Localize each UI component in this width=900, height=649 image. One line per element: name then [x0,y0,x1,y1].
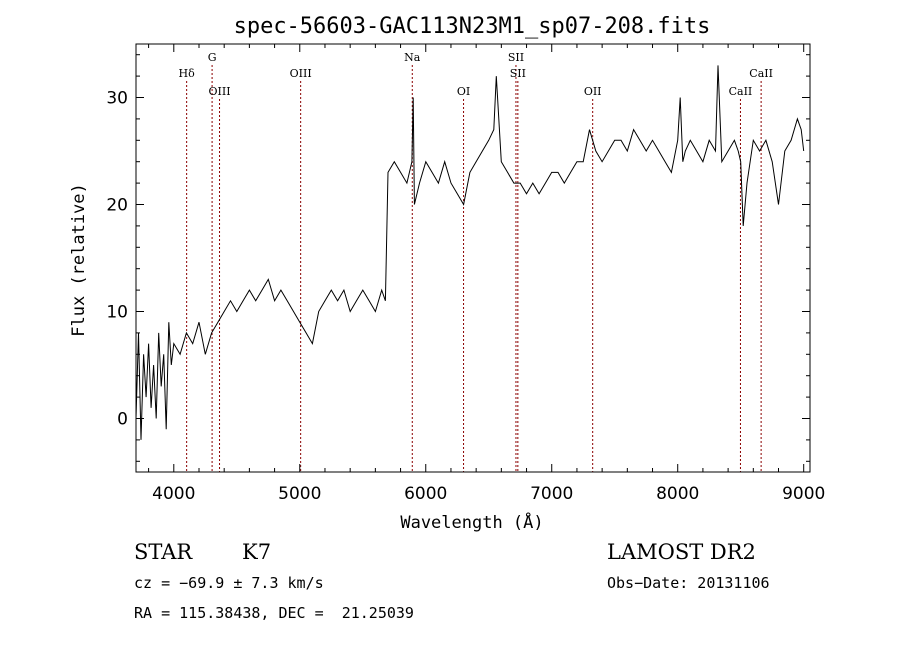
spectrum-line [135,65,805,440]
line-marker-label: OIII [290,67,312,80]
line-marker-label: CaII [749,67,773,80]
x-tick-label: 4000 [152,484,195,504]
line-marker-label: G [208,51,217,64]
plot-area: 4000 5000 6000 7000 8000 9000 0 10 20 30 [106,43,825,504]
line-marker-label: OIII [208,85,230,98]
y-axis-label: Flux (relative) [69,183,89,337]
line-marker-label: SII [508,51,524,64]
line-marker-label: OII [584,85,602,98]
x-tick-label: 7000 [530,484,573,504]
line-marker-label: OI [457,85,470,98]
coordinates: RA = 115.38438, DEC = 21.25039 [134,604,414,622]
observation-date: Obs−Date: 20131106 [607,574,770,592]
y-tick-label: 0 [117,410,128,430]
x-tick-label: 9000 [782,484,825,504]
redshift-velocity: cz = −69.9 ± 7.3 km/s [134,574,324,592]
y-axis: 0 10 20 30 [106,54,810,462]
chart-title: spec-56603-GAC113N23M1_sp07-208.fits [234,14,711,39]
x-tick-label: 5000 [278,484,321,504]
line-marker-label: Na [404,51,421,64]
survey-name: LAMOST DR2 [607,540,756,564]
line-marker-label: Hδ [179,67,196,80]
line-marker-label: CaII [729,85,753,98]
object-subclass: K7 [242,540,272,564]
y-tick-label: 30 [106,89,128,109]
x-axis: 4000 5000 6000 7000 8000 9000 [148,44,825,504]
plot-frame [135,43,811,473]
x-tick-label: 6000 [404,484,447,504]
line-markers: Hδ G OIII OIII Na OI SII SII OII CaII CaII [179,51,773,472]
x-tick-label: 8000 [656,484,699,504]
x-axis-label: Wavelength (Å) [400,511,543,533]
y-tick-label: 20 [106,196,128,216]
line-marker-label: SII [510,67,526,80]
y-tick-label: 10 [106,303,128,323]
object-class: STAR [134,540,193,564]
